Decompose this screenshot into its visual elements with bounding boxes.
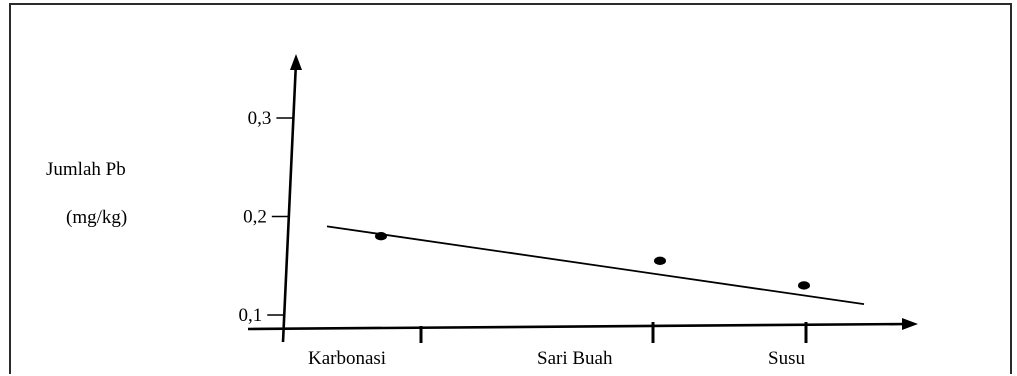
y-tick-label-1: 0,2 [243,207,267,228]
x-label-sari-buah: Sari Buah [537,348,613,369]
trend-line [326,225,865,306]
x-label-susu: Susu [768,348,805,369]
y-tick-label-2: 0,3 [248,108,272,129]
y-axis [281,61,298,343]
x-label-karbonasi: Karbonasi [308,348,386,369]
y-ticks: 0,1 0,2 0,3 [239,108,294,326]
x-axis [247,322,909,331]
data-point-susu [798,281,810,290]
data-point-sari-buah [654,256,666,266]
y-tick-label-0: 0,1 [239,305,263,326]
y-axis-label-line-1: Jumlah Pb [46,159,126,180]
figure-frame [9,3,1012,374]
data-point-karbonasi [375,232,387,241]
x-axis-arrowhead [902,318,918,330]
y-axis-arrowhead [290,54,302,70]
data-points [375,232,810,290]
y-axis-label-line-2: (mg/kg) [66,207,127,228]
